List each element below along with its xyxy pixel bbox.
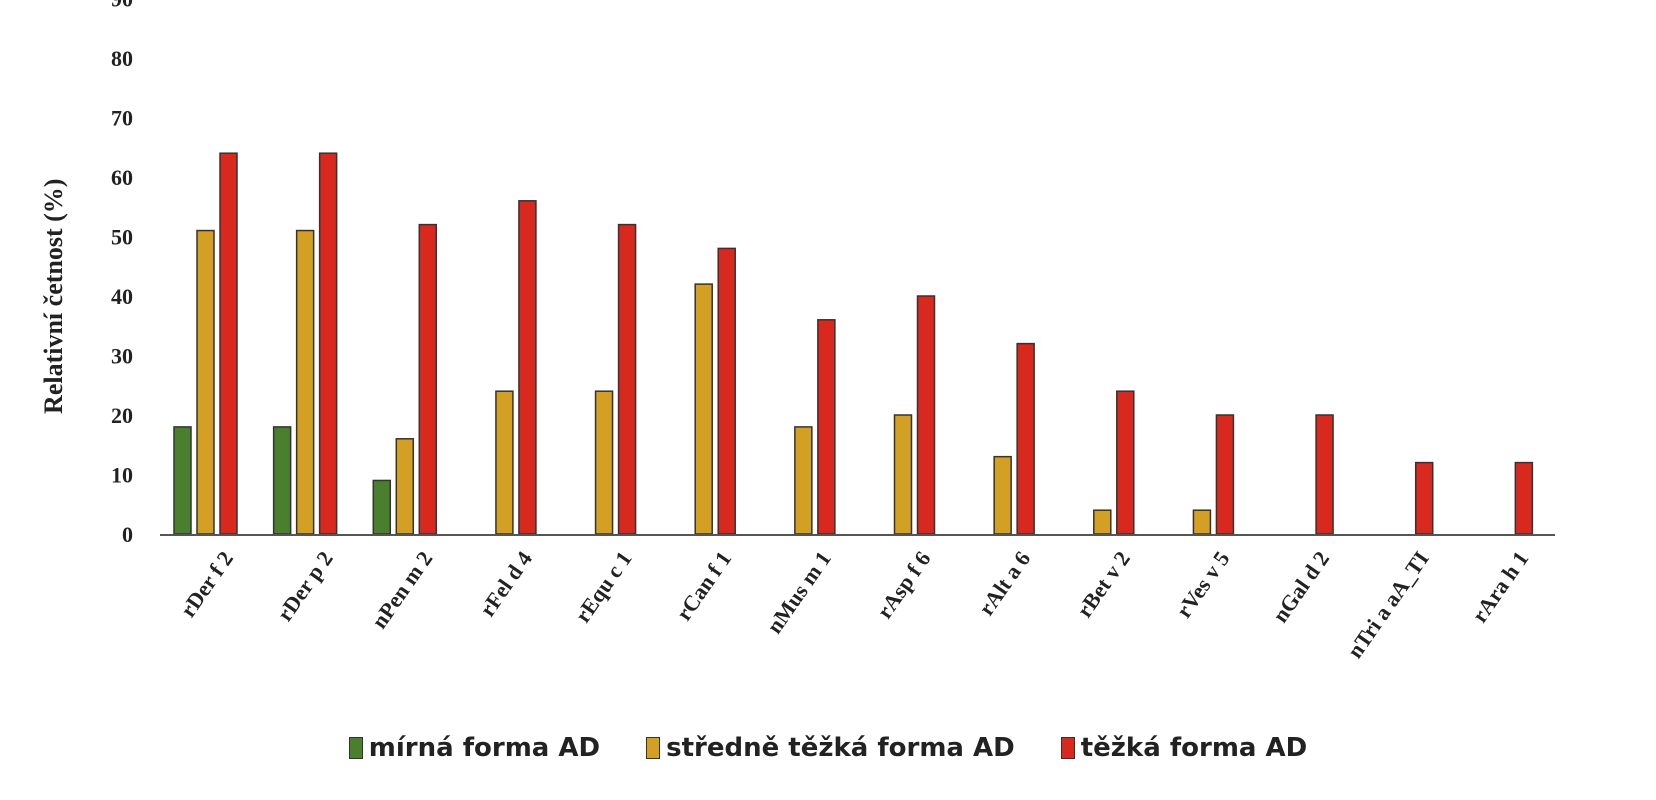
bar xyxy=(518,200,537,535)
bar xyxy=(1192,509,1212,535)
y-tick-label: 20 xyxy=(111,403,133,428)
x-tick-label: nTri a aA_TI xyxy=(1342,547,1434,663)
legend-item: mírná forma AD xyxy=(348,733,601,763)
x-tick-label: rCan f 1 xyxy=(671,547,736,625)
legend-swatch xyxy=(1060,737,1075,759)
bar xyxy=(893,414,913,535)
x-tick-label: nPen m 2 xyxy=(366,547,437,633)
x-tick-label: rAlt a 6 xyxy=(973,547,1035,620)
y-tick-label: 90 xyxy=(111,0,133,12)
bar xyxy=(916,295,936,535)
bar xyxy=(1315,414,1334,535)
bar xyxy=(295,229,315,535)
y-tick-label: 10 xyxy=(111,463,133,488)
y-tick-label: 70 xyxy=(111,106,133,131)
bar xyxy=(594,390,614,535)
bar xyxy=(617,223,637,535)
bar xyxy=(272,426,292,535)
bar xyxy=(372,479,392,535)
bar xyxy=(495,390,514,535)
y-tick-label: 60 xyxy=(111,165,133,190)
bar xyxy=(1116,390,1135,535)
x-tick-label: rDer f 2 xyxy=(175,547,238,622)
bar xyxy=(1414,461,1434,535)
x-tick-label: nMus m 1 xyxy=(761,547,835,638)
x-tick-label: rAsp f 6 xyxy=(872,547,936,623)
y-tick-label: 50 xyxy=(111,225,133,250)
y-axis-title: Relativní četnost (%) xyxy=(39,179,68,414)
bar xyxy=(1016,342,1035,535)
bar xyxy=(694,283,713,535)
x-tick-label: nGal d 2 xyxy=(1267,547,1334,627)
x-tick-label: rFel d 4 xyxy=(474,547,537,621)
bar xyxy=(395,438,415,535)
legend-swatch xyxy=(348,737,363,759)
legend-item: středně těžká forma AD xyxy=(646,733,1015,763)
y-tick-label: 0 xyxy=(122,522,133,547)
x-tick-label: rEqu c 1 xyxy=(570,547,637,627)
x-tick-label: rDer p 2 xyxy=(272,547,338,626)
bar xyxy=(1215,414,1235,535)
x-tick-label: rBet v 2 xyxy=(1072,547,1135,622)
legend-swatch xyxy=(646,737,661,759)
bars xyxy=(173,152,1534,535)
bar xyxy=(817,319,836,535)
bar xyxy=(1514,461,1534,535)
chart: 0 10 20 30 40 50 60 70 80 90 Relativní četnost (%… xyxy=(39,0,1555,663)
legend-label: mírná forma AD xyxy=(368,733,601,763)
bar xyxy=(1093,509,1112,535)
bar xyxy=(318,152,338,535)
bar xyxy=(717,247,736,535)
x-axis-ticks: rDer f 2 rDer p 2 nPen m 2 rFel d 4 rEqu c 1… xyxy=(175,547,1533,663)
legend-label: těžká forma AD xyxy=(1080,733,1308,763)
y-axis-ticks: 0 10 20 30 40 50 60 70 80 90 xyxy=(111,0,133,547)
bar xyxy=(196,229,215,535)
x-tick-label: rVes v 5 xyxy=(1171,547,1234,623)
y-tick-label: 80 xyxy=(111,46,133,71)
bar xyxy=(794,426,813,535)
bar xyxy=(993,455,1012,535)
bar xyxy=(173,426,192,535)
y-tick-label: 40 xyxy=(111,284,133,309)
legend-label: středně těžká forma AD xyxy=(666,733,1015,763)
legend: mírná forma AD středně těžká forma AD těžk… xyxy=(0,733,1656,763)
bar xyxy=(418,223,438,535)
legend-item: těžká forma AD xyxy=(1060,733,1308,763)
x-tick-label: rAra h 1 xyxy=(1467,547,1534,627)
y-tick-label: 30 xyxy=(111,344,133,369)
bar xyxy=(219,152,238,535)
